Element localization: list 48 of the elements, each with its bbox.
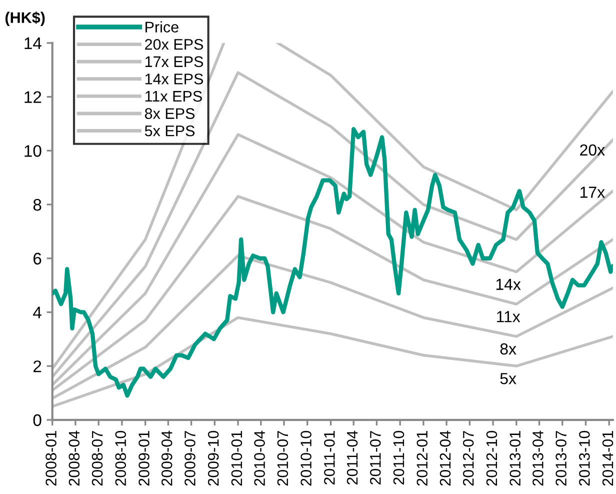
legend-label: 17x EPS bbox=[145, 56, 204, 68]
legend-label: 11x EPS bbox=[145, 90, 202, 102]
y-tick-label: 6 bbox=[34, 252, 42, 265]
annotation: 20x bbox=[580, 144, 605, 156]
y-tick-label: 10 bbox=[24, 145, 42, 157]
line-series bbox=[52, 254, 613, 400]
annotation: 8x bbox=[500, 343, 516, 355]
x-tick-label: 2013-10 bbox=[579, 430, 590, 486]
annotation: 5x bbox=[500, 373, 516, 384]
x-tick-label: 2011-10 bbox=[393, 430, 404, 484]
x-tick-label: 2011-01 bbox=[324, 431, 335, 484]
x-tick-label: 2012-04 bbox=[440, 430, 451, 486]
x-tick-label: 2013-01 bbox=[510, 431, 521, 486]
x-tick-label: 2010-04 bbox=[254, 430, 265, 486]
x-tick-label: 2010-10 bbox=[300, 430, 312, 486]
x-tick-label: 2011-07 bbox=[370, 431, 381, 484]
legend-label: 14x EPS bbox=[145, 74, 204, 84]
x-tick-label: 2008-04 bbox=[68, 430, 80, 486]
y-axis-title: (HK$) bbox=[5, 12, 45, 26]
x-tick-label: 2009-04 bbox=[161, 430, 172, 486]
y-tick-label: 14 bbox=[24, 38, 42, 50]
y-tick-label: 4 bbox=[33, 306, 42, 318]
x-tick-label: 2011-04 bbox=[346, 430, 358, 484]
legend-label: 8x EPS bbox=[144, 108, 195, 119]
x-tick-label: 2010-07 bbox=[277, 431, 288, 486]
x-tick-label: 2008-07 bbox=[92, 431, 103, 486]
y-tick-label: 2 bbox=[34, 360, 42, 372]
x-tick-label: 2012-01 bbox=[416, 431, 428, 486]
x-tick-label: 2010-01 bbox=[231, 431, 242, 486]
x-tick-label: 2014-01 bbox=[602, 431, 614, 486]
y-tick-label: 12 bbox=[24, 91, 42, 103]
x-tick-label: 2008-10 bbox=[115, 430, 126, 486]
annotation: 11x bbox=[497, 311, 520, 322]
annotation: 14x bbox=[496, 278, 521, 290]
x-tick-label: 2009-07 bbox=[184, 431, 196, 486]
legend-label: 5x EPS bbox=[144, 125, 195, 136]
x-tick-label: 2012-07 bbox=[462, 431, 474, 486]
x-tick-label: 2009-10 bbox=[208, 430, 219, 486]
y-tick-label: 0 bbox=[33, 414, 42, 426]
x-tick-label: 2009-01 bbox=[138, 431, 150, 486]
x-tick-label: 2013-07 bbox=[556, 431, 566, 486]
annotation: 17x bbox=[580, 186, 605, 198]
x-tick-label: 2012-10 bbox=[486, 430, 498, 486]
legend-label: 20x EPS bbox=[145, 38, 204, 50]
legend-label: Price bbox=[146, 21, 178, 32]
y-tick-label: 8 bbox=[33, 198, 42, 211]
x-tick-label: 2013-04 bbox=[532, 430, 544, 486]
x-tick-label: 2008-01 bbox=[46, 431, 56, 486]
